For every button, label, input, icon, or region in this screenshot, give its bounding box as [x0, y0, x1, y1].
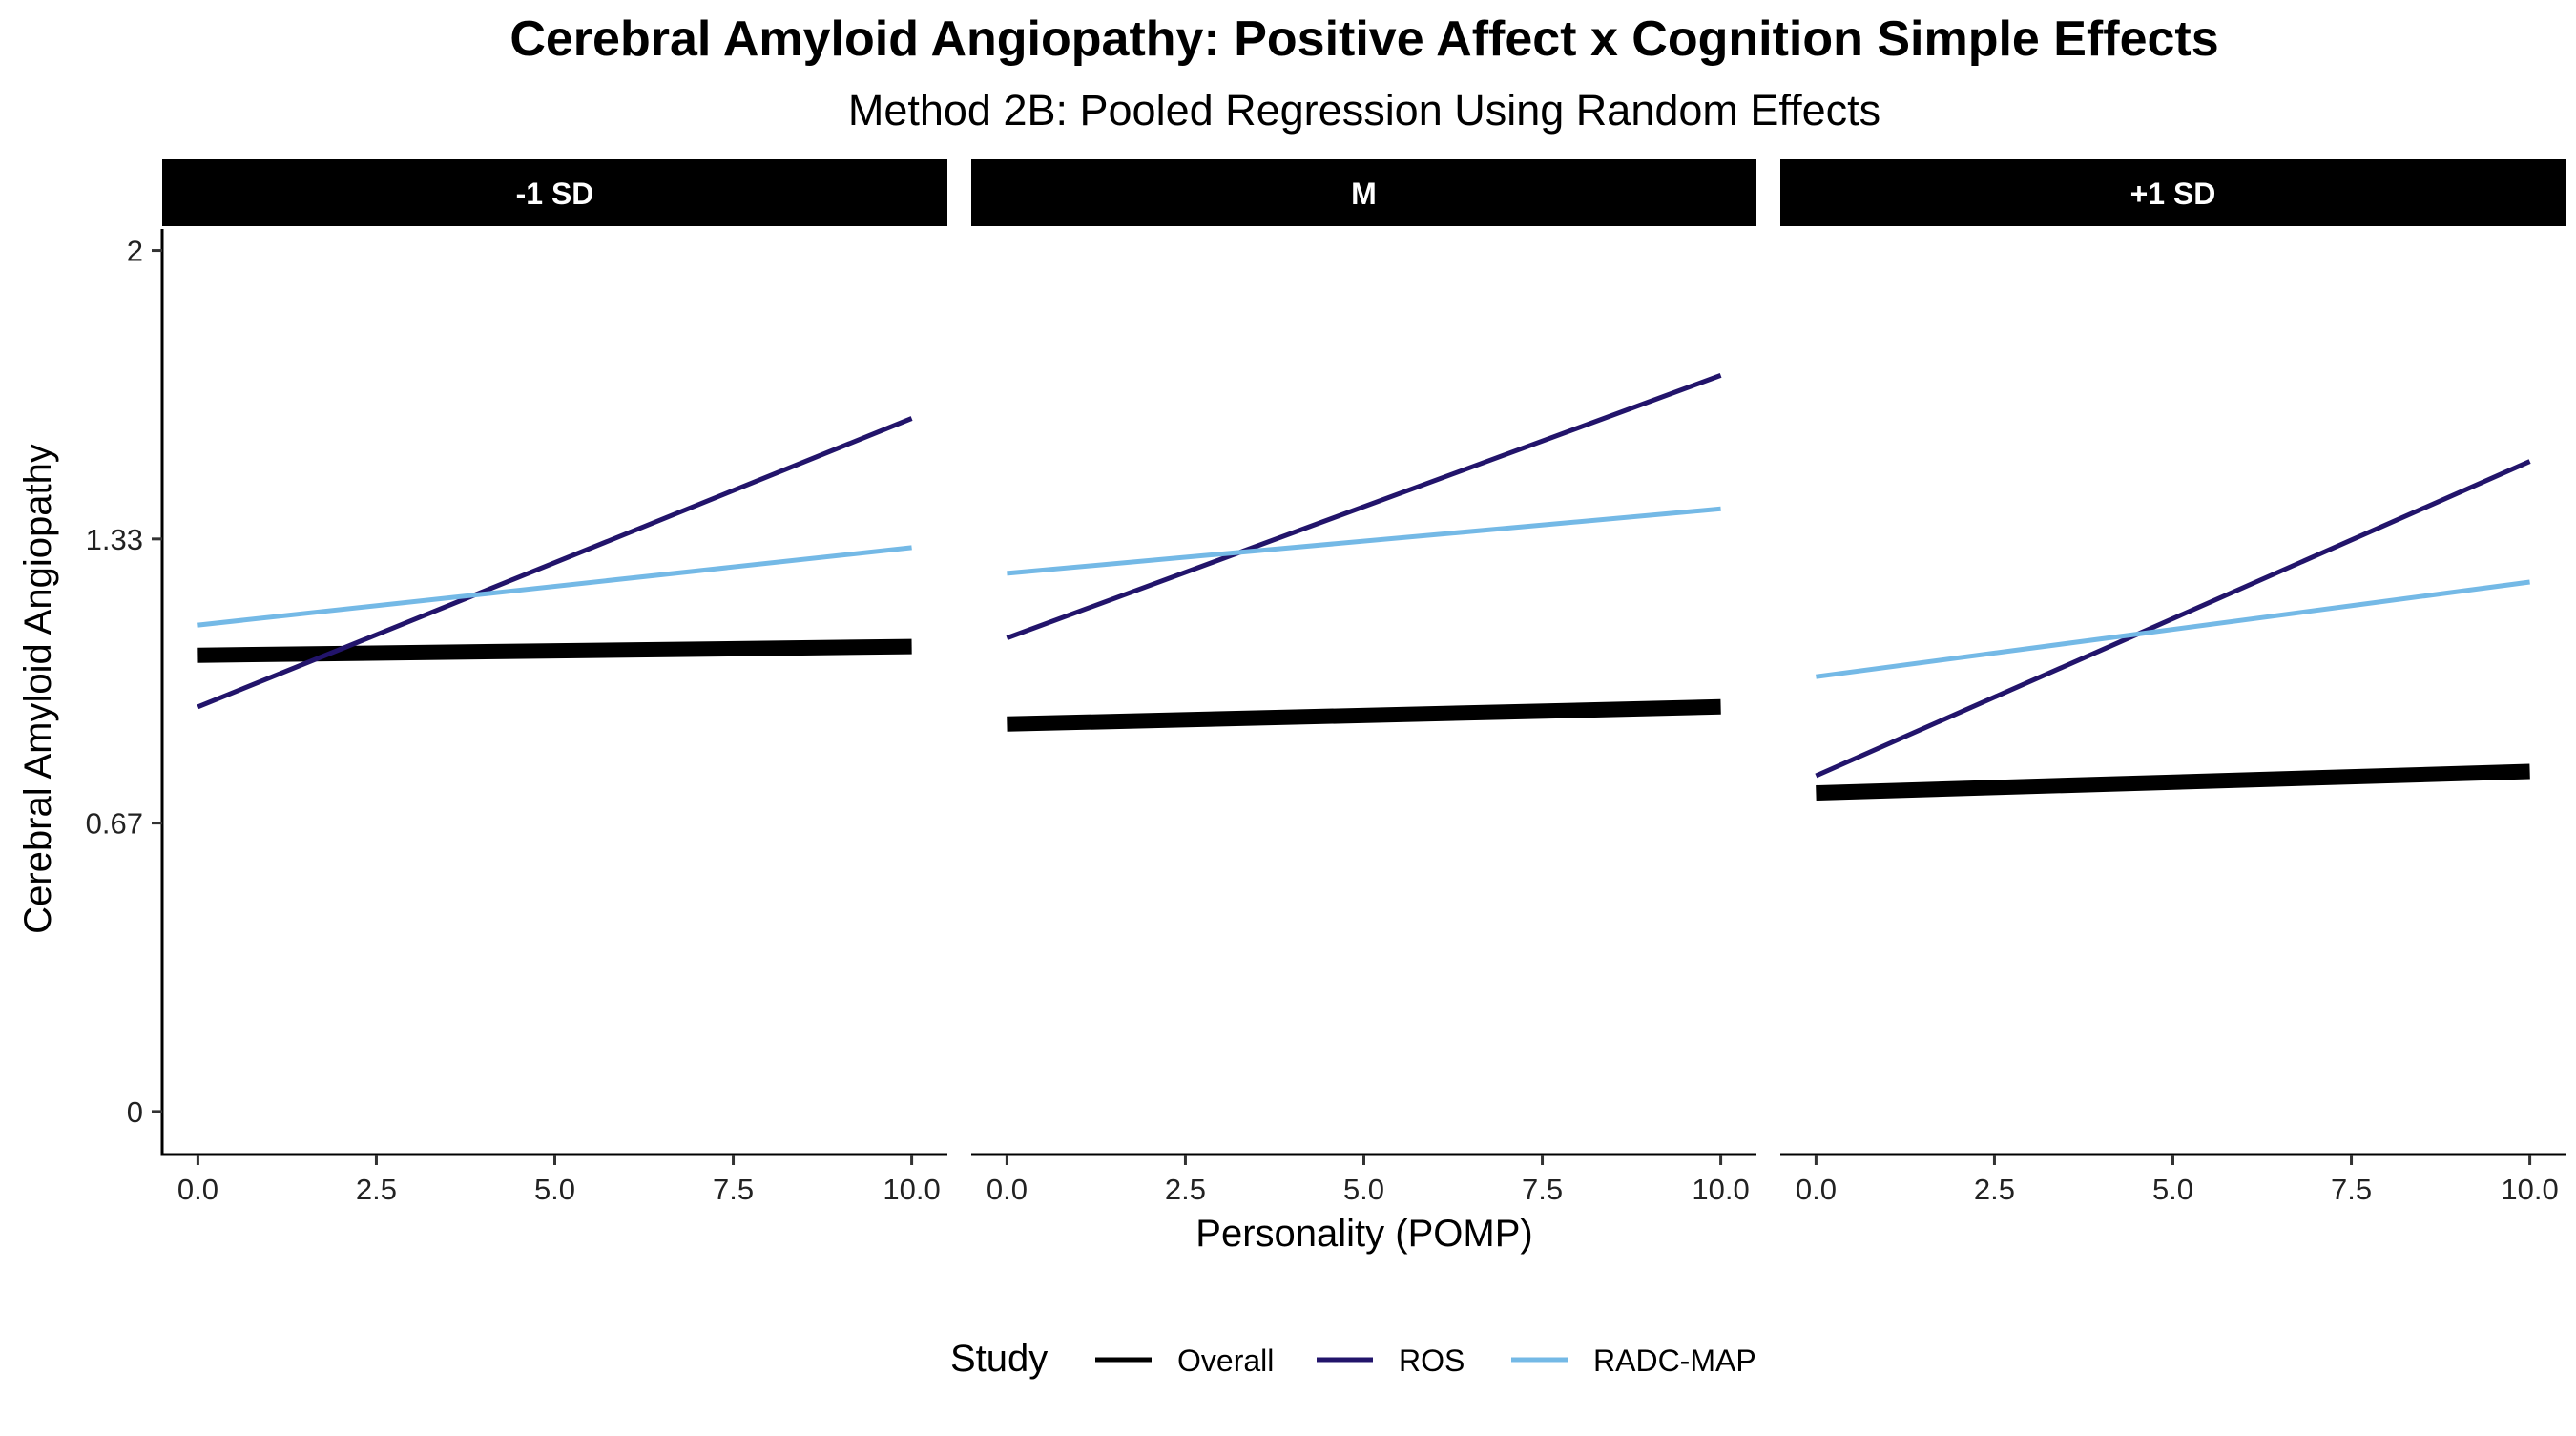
- facet-strip-label: M: [1351, 177, 1377, 211]
- series-line-ros: [1815, 459, 2531, 779]
- facet-strip: [971, 159, 1756, 226]
- x-tick-label: 7.5: [713, 1173, 754, 1206]
- x-tick-label: 0.0: [1796, 1173, 1837, 1206]
- facet-strip-label: -1 SD: [516, 177, 594, 211]
- x-tick-label: 10.0: [1692, 1173, 1749, 1206]
- series-line-radc-map: [197, 545, 912, 628]
- x-tick-label: 7.5: [1522, 1173, 1563, 1206]
- x-tick-label: 10.0: [883, 1173, 940, 1206]
- panel-1: M 0.0 2.5 5.0 7.5 10.0: [971, 159, 1756, 1206]
- legend: Study Overall ROS RADC-MAP: [950, 1338, 1756, 1380]
- y-axis-label: Cerebral Amyloid Angiopathy: [17, 444, 59, 934]
- y-tick-label: 0.67: [86, 807, 143, 841]
- legend-title: Study: [950, 1338, 1048, 1380]
- chart-title: Cerebral Amyloid Angiopathy: Positive Af…: [509, 11, 2218, 67]
- panel-2: +1 SD 0.0 2.5 5.0 7.5 10.0: [1780, 159, 2566, 1206]
- legend-label-radc-map: RADC-MAP: [1593, 1343, 1756, 1378]
- series-line-radc-map: [1816, 579, 2530, 679]
- series-line-overall: [1007, 698, 1721, 732]
- panels-layer: -1 SD 0.0 2.5 5.0 7.5 10.0 0 0.67 1.33 2 M 0.0 2.5 5.…: [86, 159, 2566, 1206]
- y-tick-label: 0: [127, 1095, 143, 1129]
- x-tick-label: 2.5: [1974, 1173, 2015, 1206]
- chart-subtitle: Method 2B: Pooled Regression Using Rando…: [848, 86, 1880, 135]
- legend-label-overall: Overall: [1177, 1343, 1274, 1378]
- y-tick-label: 2: [127, 235, 143, 268]
- series-line-ros: [1006, 373, 1722, 640]
- series-line-overall: [1816, 763, 2530, 801]
- series-line-ros: [197, 416, 913, 710]
- legend-label-ros: ROS: [1399, 1343, 1465, 1378]
- y-tick-label: 1.33: [86, 523, 143, 556]
- x-axis-label: Personality (POMP): [1195, 1213, 1532, 1255]
- facet-strip: [1780, 159, 2566, 226]
- x-tick-label: 5.0: [2152, 1173, 2193, 1206]
- series-line-overall: [197, 638, 912, 663]
- x-tick-label: 0.0: [987, 1173, 1028, 1206]
- series-line-radc-map: [1007, 506, 1721, 576]
- x-tick-label: 2.5: [356, 1173, 397, 1206]
- panel-0: -1 SD 0.0 2.5 5.0 7.5 10.0 0 0.67 1.33 2: [86, 159, 947, 1206]
- x-tick-label: 10.0: [2501, 1173, 2558, 1206]
- x-tick-label: 2.5: [1165, 1173, 1206, 1206]
- x-tick-label: 5.0: [534, 1173, 575, 1206]
- facet-strip-label: +1 SD: [2130, 177, 2216, 211]
- facet-strip: [162, 159, 947, 226]
- x-tick-label: 7.5: [2331, 1173, 2372, 1206]
- x-tick-label: 5.0: [1343, 1173, 1384, 1206]
- x-tick-label: 0.0: [177, 1173, 218, 1206]
